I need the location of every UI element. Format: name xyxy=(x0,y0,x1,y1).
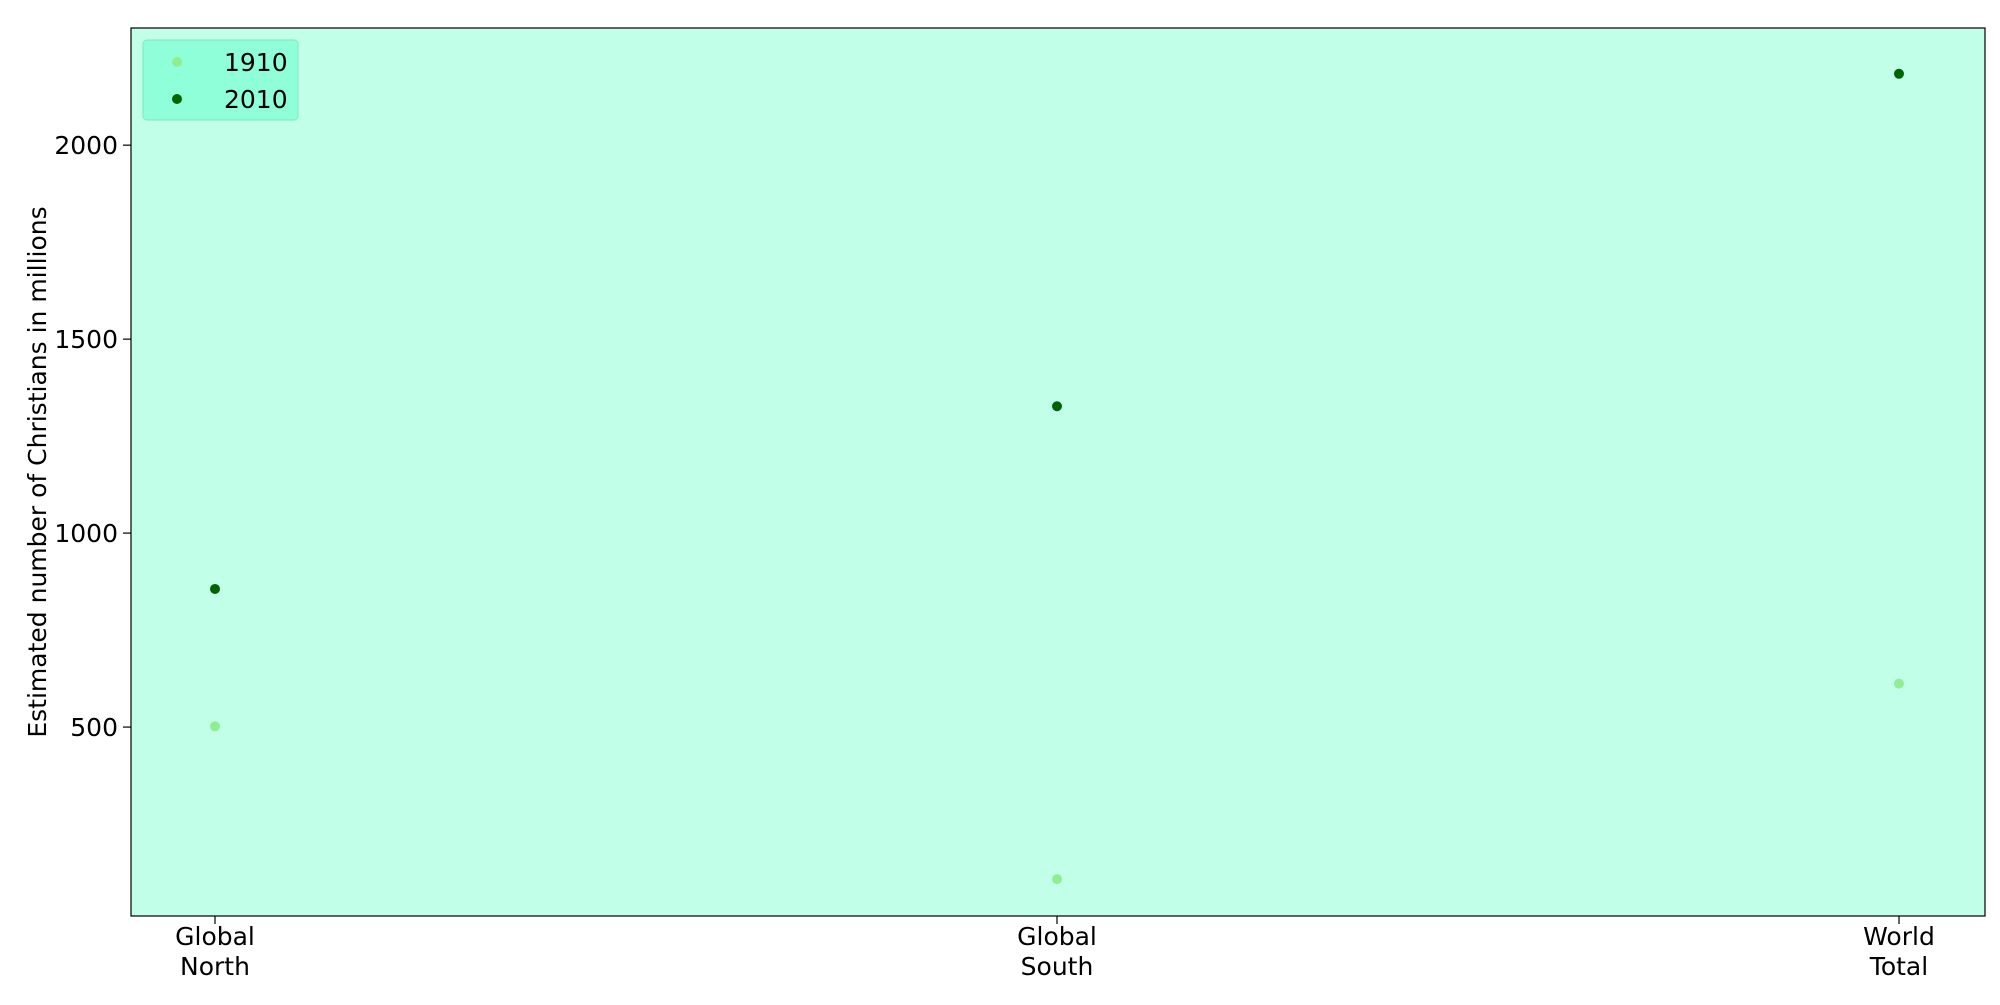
x-tick-label-2: World Total xyxy=(1863,922,1935,981)
point-2010-1 xyxy=(1052,401,1062,412)
x-tick-label-0: Global North xyxy=(175,922,255,981)
x-tick-label-1: Global South xyxy=(1017,922,1097,981)
point-2010-2 xyxy=(1894,68,1904,79)
data-points xyxy=(210,68,1904,885)
y-tick-label-3: 2000 xyxy=(54,131,118,160)
point-1910-1 xyxy=(1052,874,1062,885)
y-axis: 500 1000 1500 2000 xyxy=(54,131,131,742)
x-axis: Global North Global South World Total xyxy=(175,916,1935,981)
y-tick-label-1: 1000 xyxy=(54,519,118,548)
point-1910-0 xyxy=(210,721,220,732)
y-axis-label: Estimated number of Christians in millio… xyxy=(23,206,52,737)
legend-label-2010: 2010 xyxy=(224,85,288,114)
y-tick-label-2: 1500 xyxy=(54,325,118,354)
point-2010-0 xyxy=(210,583,220,594)
legend-label-1910: 1910 xyxy=(224,48,288,77)
plot-area xyxy=(130,27,1986,917)
point-1910-2 xyxy=(1894,678,1904,689)
y-tick-label-0: 500 xyxy=(70,713,118,742)
legend-marker-2010 xyxy=(172,94,182,104)
legend: 1910 2010 xyxy=(142,39,299,121)
legend-marker-1910 xyxy=(172,57,182,67)
